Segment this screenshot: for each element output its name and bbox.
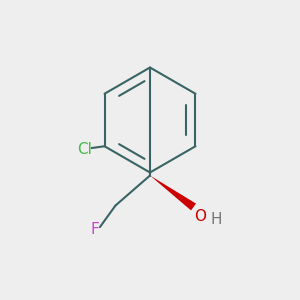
- Text: Cl: Cl: [78, 142, 92, 157]
- Text: O: O: [194, 209, 206, 224]
- Text: F: F: [90, 222, 99, 237]
- Text: H: H: [210, 212, 221, 226]
- Polygon shape: [150, 176, 196, 210]
